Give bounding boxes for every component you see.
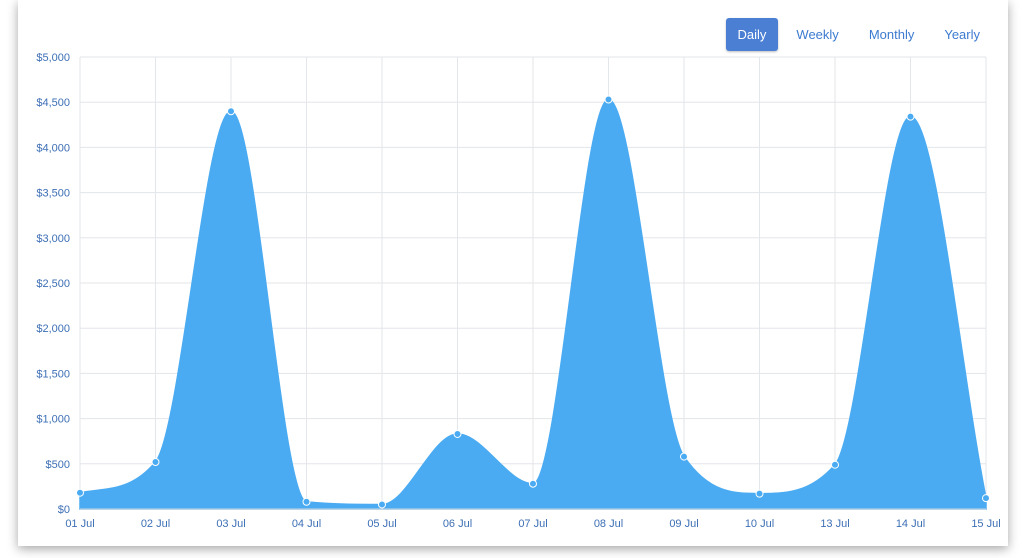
x-tick-label: 06 Jul [443,518,472,530]
period-tabs: Daily Weekly Monthly Yearly [725,18,992,51]
x-tick-label: 05 Jul [367,518,396,530]
data-point [831,460,839,469]
y-tick-label: $500 [46,459,70,471]
y-tick-label: $2,500 [36,278,70,290]
data-point [604,95,613,104]
y-tick-label: $5,000 [36,52,70,64]
data-point [982,494,990,503]
tab-monthly[interactable]: Monthly [868,27,915,42]
x-tick-label: 08 Jul [594,518,623,530]
chart-card: $0 $500 $1,000 $1,500 $2,000 $2,500 $3,000 $3,5… [18,0,1008,546]
x-tick-label: 10 Jul [745,518,774,530]
x-tick-label: 01 Jul [65,518,94,530]
x-tick-label: 14 Jul [896,518,925,530]
y-tick-label: $2,000 [36,323,70,335]
x-tick-label: 09 Jul [669,518,698,530]
data-point [227,107,235,116]
x-tick-label: 15 Jul [971,518,1000,530]
x-tick-label: 03 Jul [216,518,245,530]
data-point [906,112,915,121]
tab-yearly[interactable]: Yearly [944,27,980,42]
y-tick-label: $0 [58,504,70,516]
x-tick-label: 07 Jul [518,518,547,530]
tab-daily[interactable]: Daily [725,18,779,51]
data-point [151,457,160,466]
y-tick-label: $3,500 [36,188,70,200]
x-tick-label: 02 Jul [141,518,170,530]
data-point [302,497,311,506]
x-tick-label: 13 Jul [820,518,849,530]
data-point [529,479,537,488]
data-point [453,429,462,438]
tab-weekly[interactable]: Weekly [796,27,839,42]
y-tick-label: $1,000 [36,414,70,426]
area-chart: $0 $500 $1,000 $1,500 $2,000 $2,500 $3,000 $3,5… [36,52,1000,530]
y-tick-label: $4,000 [36,142,70,154]
data-point [680,452,688,461]
y-tick-label: $4,500 [36,97,70,109]
y-tick-label: $1,500 [36,368,70,380]
x-tick-label: 04 Jul [292,518,321,530]
data-point [76,488,84,497]
y-tick-label: $3,000 [36,233,70,245]
data-point [755,489,764,498]
data-point [378,500,386,509]
